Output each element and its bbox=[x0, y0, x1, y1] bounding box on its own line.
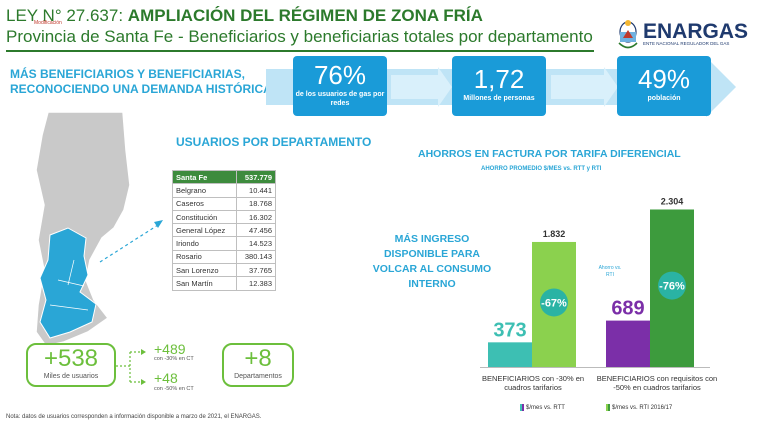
page-title: LEY N° 27.637: AMPLIACIÓN DEL RÉGIMEN DE… bbox=[6, 6, 483, 26]
logo-tagline: ENTE NACIONAL REGULADOR DEL GAS bbox=[643, 41, 730, 46]
legend-item-rti: $/mes vs. RTI 2016/17 bbox=[606, 404, 672, 411]
footnote: Nota: datos de usuarios corresponden a i… bbox=[6, 414, 262, 420]
users-total-box: +538 Miles de usuarios bbox=[26, 343, 116, 387]
table-cell-name: Constitución bbox=[171, 209, 238, 225]
savings-bar-chart: 373 1.832 -67% 689 2.304 -76% bbox=[480, 196, 710, 368]
table-cell-name: San Lorenzo bbox=[171, 263, 238, 278]
pct-label: -67% bbox=[541, 297, 567, 309]
bar-1-1 bbox=[488, 342, 532, 368]
legend-swatch-rti bbox=[606, 404, 610, 411]
pct-label: -76% bbox=[659, 281, 685, 293]
legend-label: $/mes vs. RTI 2016/17 bbox=[612, 405, 673, 412]
table-cell-value: 10.441 bbox=[236, 183, 276, 198]
title-mark: Modificación bbox=[34, 20, 62, 26]
law-number: LEY N° 27.637: bbox=[6, 6, 128, 25]
table-cell-name: Iriondo bbox=[171, 236, 238, 251]
headline: MÁS BENEFICIARIOS Y BENEFICIARIAS, RECON… bbox=[10, 67, 272, 96]
departments-value: +8 bbox=[244, 345, 272, 372]
pct-badge bbox=[658, 271, 686, 300]
table-cell-name: Santa Fe bbox=[171, 169, 238, 185]
kpi-label: Millones de personas bbox=[463, 95, 535, 102]
table-cell-value: 537.779 bbox=[236, 169, 276, 185]
table-row: San Martín 12.383 bbox=[171, 276, 276, 291]
table-cell-value: 47.456 bbox=[236, 223, 276, 238]
category-label-1: BENEFICIARIOS con -30% en cuadros tarifa… bbox=[481, 374, 585, 392]
bar-value-label: 2.304 bbox=[661, 196, 684, 206]
split2-value: +48 bbox=[154, 370, 178, 386]
split-connector bbox=[116, 349, 146, 385]
argentina-coat-of-arms-icon bbox=[618, 20, 638, 49]
kpi-value: 76% bbox=[313, 60, 367, 90]
table-cell-value: 14.523 bbox=[236, 236, 276, 251]
split2-label: con -50% en CT bbox=[154, 386, 194, 392]
table-cell-name: General López bbox=[171, 223, 238, 238]
bar-value-label: 689 bbox=[611, 298, 644, 320]
savings-subtitle: AHORRO PROMEDIO $/MES vs. RTT y RTI bbox=[481, 166, 602, 172]
category-label-2: BENEFICIARIOS con requisitos con -50% en… bbox=[596, 374, 718, 392]
table-cell-value: 16.302 bbox=[236, 209, 276, 225]
kpi-population: 49% población bbox=[617, 56, 711, 116]
legend-swatch-rtt bbox=[520, 404, 524, 411]
departments-label: Departamentos bbox=[234, 373, 282, 380]
table-row: Belgrano 10.441 bbox=[171, 183, 276, 198]
income-text: MÁS INGRESO DISPONIBLE PARA VOLCAR AL CO… bbox=[372, 233, 492, 290]
split1-label: con -30% en CT bbox=[154, 356, 194, 362]
table-cell-value: 12.383 bbox=[236, 276, 276, 291]
table-header-row: Santa Fe 537.779 bbox=[171, 169, 276, 185]
table-cell-value: 380.143 bbox=[236, 249, 276, 265]
legend-item-rtt: $/mes vs. RTT bbox=[520, 404, 565, 411]
kpi-value: 49% bbox=[637, 64, 691, 94]
kpi-value: 1,72 bbox=[473, 64, 525, 94]
kpi-users-share: 76% de los usuarios de gas por redes bbox=[293, 56, 387, 116]
title-main: AMPLIACIÓN DEL RÉGIMEN DE ZONA FRÍA bbox=[127, 6, 483, 25]
users-total-label: Miles de usuarios bbox=[43, 373, 99, 380]
legend-label: $/mes vs. RTT bbox=[526, 405, 565, 412]
table-row: San Lorenzo 37.765 bbox=[171, 263, 276, 278]
bar-value-label: 373 bbox=[493, 319, 526, 341]
table-title: USUARIOS POR DEPARTAMENTO bbox=[176, 135, 372, 149]
table-cell-name: Rosario bbox=[171, 249, 238, 265]
bar-value-label: 1.832 bbox=[543, 229, 566, 239]
table-row: Caseros 18.768 bbox=[171, 196, 276, 211]
santa-fe-map bbox=[35, 111, 163, 347]
savings-title: AHORROS EN FACTURA POR TARIFA DIFERENCIA… bbox=[418, 148, 681, 160]
logo-text: ENARGAS bbox=[643, 20, 749, 43]
table-row: Rosario 380.143 bbox=[171, 249, 276, 265]
department-table: Santa Fe 537.779 Belgrano 10.441 Caseros 1… bbox=[171, 169, 276, 291]
ahorro-note: Ahorro vs. RTI bbox=[598, 265, 622, 278]
kpi-label: de los usuarios de gas por redes bbox=[295, 91, 385, 107]
table-cell-value: 18.768 bbox=[236, 196, 276, 211]
pct-badge bbox=[540, 288, 568, 317]
users-total-value: +538 bbox=[43, 345, 99, 372]
table-row: Iriondo 14.523 bbox=[171, 236, 276, 251]
departments-box: +8 Departamentos bbox=[222, 343, 294, 387]
table-cell-name: Belgrano bbox=[171, 183, 238, 198]
bar-2-1 bbox=[606, 320, 650, 368]
page-subtitle: Provincia de Santa Fe - Beneficiarios y … bbox=[6, 27, 593, 46]
table-cell-name: San Martín bbox=[171, 276, 238, 291]
header-rule bbox=[6, 50, 594, 52]
table-row: Constitución 16.302 bbox=[171, 209, 276, 225]
split1-value: +489 bbox=[154, 341, 186, 357]
kpi-people: 1,72 Millones de personas bbox=[452, 56, 546, 116]
kpi-label: población bbox=[647, 95, 681, 102]
table-cell-name: Caseros bbox=[171, 196, 238, 211]
table-cell-value: 37.765 bbox=[236, 263, 276, 278]
table-row: General López 47.456 bbox=[171, 223, 276, 238]
